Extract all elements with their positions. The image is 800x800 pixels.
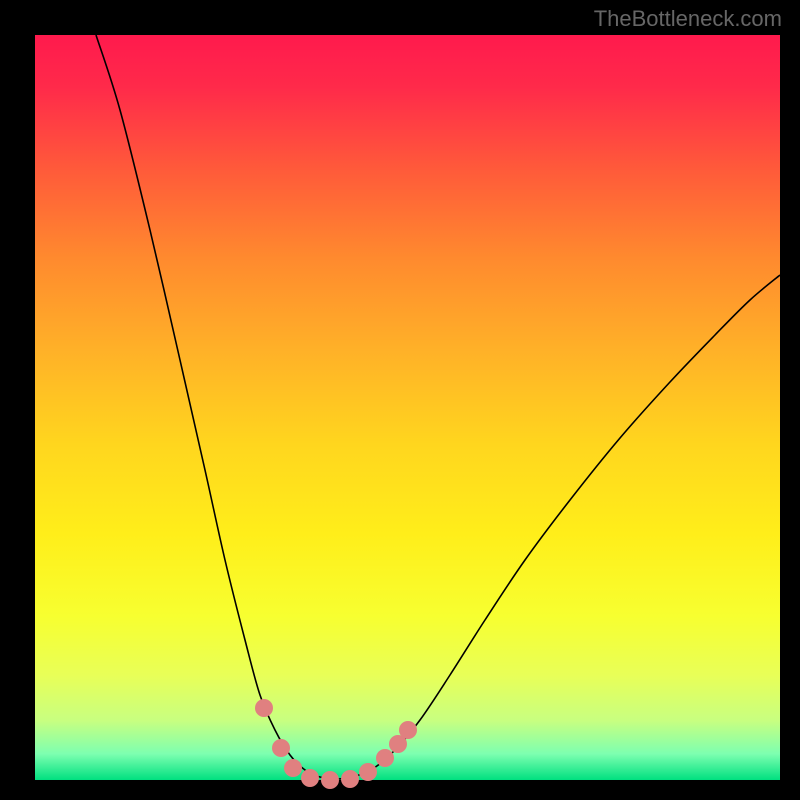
trough-marker: [321, 771, 339, 789]
trough-marker: [272, 739, 290, 757]
plot-background: [35, 35, 780, 780]
trough-marker: [399, 721, 417, 739]
trough-marker: [301, 769, 319, 787]
trough-marker: [255, 699, 273, 717]
bottleneck-curve: [96, 35, 780, 779]
trough-marker: [341, 770, 359, 788]
trough-marker: [376, 749, 394, 767]
trough-marker: [389, 735, 407, 753]
trough-marker: [359, 763, 377, 781]
stage: TheBottleneck.com: [0, 0, 800, 800]
plot-svg: [0, 0, 800, 800]
trough-markers: [255, 699, 417, 789]
watermark-text: TheBottleneck.com: [594, 6, 782, 32]
trough-marker: [284, 759, 302, 777]
